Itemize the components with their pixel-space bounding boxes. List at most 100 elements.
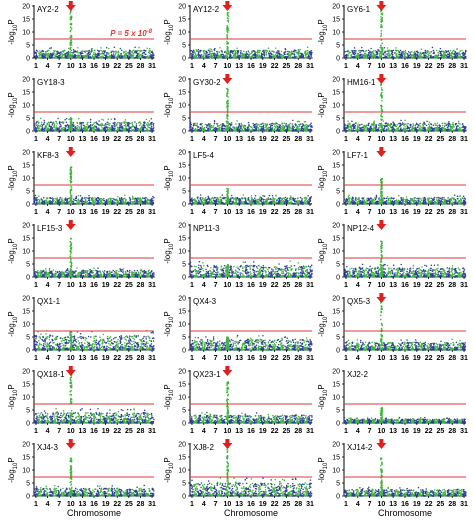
snp-point xyxy=(146,121,149,124)
snp-point xyxy=(420,55,423,58)
snp-point xyxy=(222,128,224,131)
peak-point xyxy=(380,23,383,26)
snp-point xyxy=(379,54,381,56)
snp-point xyxy=(68,47,70,50)
snp-point xyxy=(233,49,236,52)
snp-point xyxy=(229,53,232,56)
snp-point xyxy=(219,47,221,49)
snp-point xyxy=(196,54,198,56)
snp-point xyxy=(291,130,294,132)
snp-point xyxy=(101,50,103,53)
snp-point xyxy=(257,57,259,59)
snp-point xyxy=(392,121,394,123)
snp-point xyxy=(440,53,443,55)
snp-point xyxy=(354,57,356,59)
x-tick-label: 13 xyxy=(235,63,243,70)
peak-point xyxy=(226,25,229,28)
snp-point xyxy=(271,124,273,126)
snp-point xyxy=(222,55,225,58)
snp-point xyxy=(147,124,149,127)
snp-point xyxy=(350,126,353,129)
snp-point xyxy=(344,54,347,57)
snp-point xyxy=(197,52,200,55)
snp-point xyxy=(374,54,376,56)
y-tick-label: 20 xyxy=(178,77,186,84)
snp-point xyxy=(217,56,219,58)
snp-point xyxy=(395,50,398,52)
snp-point xyxy=(112,53,115,55)
snp-point xyxy=(424,49,427,52)
snp-point xyxy=(37,127,40,129)
y-tick-label: 10 xyxy=(332,103,340,110)
peak-point xyxy=(69,53,72,55)
snp-point xyxy=(143,49,146,52)
peak-point xyxy=(226,48,229,51)
snp-point xyxy=(384,122,387,125)
snp-point xyxy=(300,55,302,57)
snp-point xyxy=(219,57,221,59)
snp-point xyxy=(236,120,238,122)
snp-point xyxy=(206,124,208,127)
snp-point xyxy=(65,54,67,56)
snp-point xyxy=(290,53,292,55)
snp-point xyxy=(273,51,275,53)
snp-point xyxy=(361,49,364,52)
snp-point xyxy=(276,125,279,128)
peak-point xyxy=(380,50,382,53)
snp-point xyxy=(189,122,192,124)
snp-point xyxy=(105,52,108,54)
y-tick-label: 0 xyxy=(26,56,30,63)
snp-point xyxy=(229,129,231,132)
snp-point xyxy=(89,51,91,53)
snp-point xyxy=(373,120,376,122)
snp-point xyxy=(47,52,50,55)
peak-point xyxy=(70,16,73,19)
snp-point xyxy=(288,51,291,54)
snp-point xyxy=(343,57,346,59)
snp-point xyxy=(270,122,273,125)
snp-point xyxy=(145,123,148,126)
snp-point xyxy=(62,57,65,59)
snp-point xyxy=(60,57,63,59)
snp-point xyxy=(402,127,405,129)
snp-point xyxy=(218,129,220,132)
snp-point xyxy=(236,126,238,128)
peak-point xyxy=(381,49,383,51)
snp-point xyxy=(364,127,366,130)
snp-point xyxy=(302,53,304,56)
snp-point xyxy=(119,122,121,124)
snp-point xyxy=(431,46,434,49)
snp-point xyxy=(437,52,440,54)
snp-point xyxy=(308,53,311,55)
x-tick-label: 4 xyxy=(46,63,50,70)
snp-point xyxy=(300,130,303,132)
snp-point xyxy=(375,127,377,129)
peak-arrow-icon xyxy=(222,1,233,11)
snp-point xyxy=(352,128,355,130)
snp-point xyxy=(257,128,260,130)
snp-point xyxy=(76,130,79,132)
snp-point xyxy=(355,55,357,58)
x-tick-label: 10 xyxy=(223,63,231,70)
snp-point xyxy=(229,50,232,52)
snp-point xyxy=(108,129,111,132)
snp-point xyxy=(295,123,297,126)
snp-point xyxy=(432,57,434,59)
snp-point xyxy=(138,57,140,59)
snp-point xyxy=(306,49,309,52)
snp-point xyxy=(54,54,56,57)
snp-point xyxy=(139,124,141,127)
snp-point xyxy=(265,51,268,54)
snp-point xyxy=(238,122,240,125)
x-tick-label: 31 xyxy=(148,63,156,70)
peak-point xyxy=(69,36,71,38)
snp-point xyxy=(52,128,55,131)
snp-point xyxy=(129,57,131,59)
snp-point xyxy=(45,53,48,56)
snp-point xyxy=(261,126,263,128)
snp-point xyxy=(402,130,405,132)
snp-point xyxy=(439,47,442,50)
snp-point xyxy=(265,125,267,128)
snp-point xyxy=(110,57,113,59)
snp-point xyxy=(396,123,398,126)
